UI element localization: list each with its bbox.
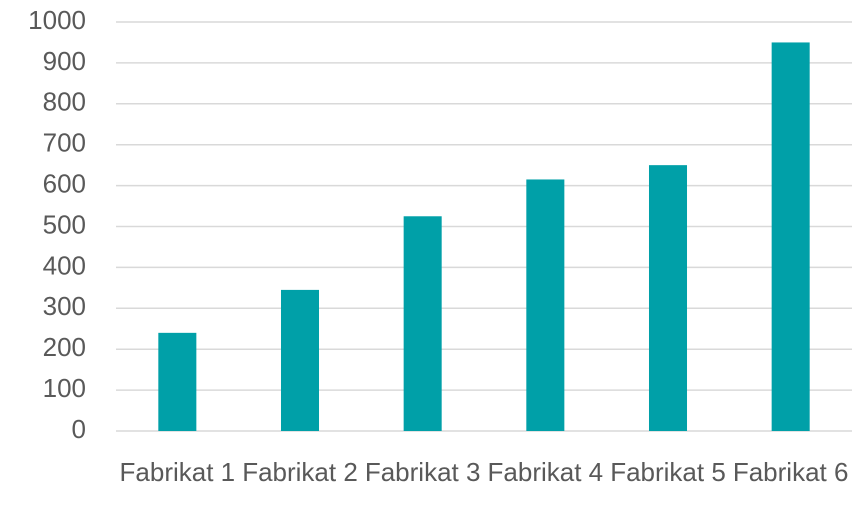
x-tick-label: Fabrikat 6 — [732, 457, 849, 487]
y-tick-label: 1000 — [28, 5, 86, 35]
y-tick-label: 900 — [43, 46, 86, 76]
y-tick-label: 800 — [43, 87, 86, 117]
x-tick-label: Fabrikat 4 — [487, 457, 604, 487]
y-tick-label: 100 — [43, 373, 86, 403]
bar — [158, 332, 197, 431]
x-tick-label: Fabrikat 5 — [610, 457, 726, 487]
bar — [403, 216, 442, 431]
y-tick-label: 300 — [43, 291, 86, 321]
y-tick-label: 0 — [72, 414, 86, 444]
x-tick-label: Fabrikat 1 — [119, 457, 236, 487]
bar — [280, 289, 320, 431]
bar — [771, 42, 810, 431]
bar — [648, 165, 688, 431]
y-tick-label: 700 — [43, 128, 86, 158]
bar — [526, 179, 565, 431]
y-tick-label: 400 — [43, 250, 86, 280]
y-tick-label: 600 — [43, 168, 86, 198]
x-tick-label: Fabrikat 3 — [364, 457, 481, 487]
y-tick-label: 500 — [43, 209, 86, 239]
x-tick-label: Fabrikat 2 — [242, 457, 358, 487]
y-tick-label: 200 — [43, 332, 86, 362]
